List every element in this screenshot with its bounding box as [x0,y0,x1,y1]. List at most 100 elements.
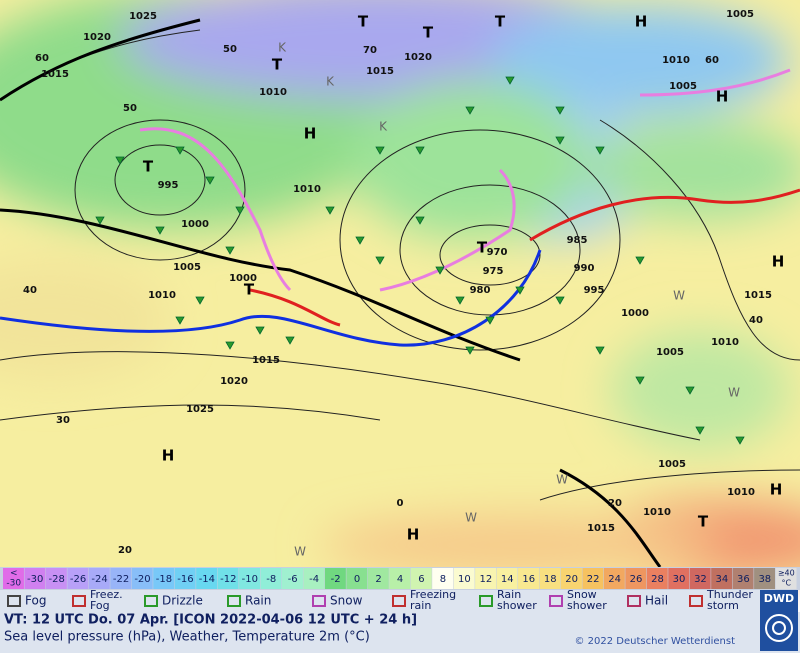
weather-symbol [155,226,165,235]
occluded-front [639,68,791,97]
colorbar-cell [389,568,411,589]
isobar-label: 985 [567,235,588,246]
colorbar-label: -4 [309,574,319,585]
legend: Fog Freez.Fog Drizzle Rain Snow FreezingrainR… [0,588,760,612]
pressure-center: T [272,56,283,74]
colorbar-label: -28 [48,574,64,585]
legend-label: Freez. [90,588,123,601]
weather-symbol [465,106,475,115]
isobar-label: 1020 [83,32,111,43]
weather-symbol [235,206,245,215]
pressure-center: H [772,253,785,271]
colorbar-cell [3,568,24,589]
colorbar-label: -24 [91,574,107,585]
weather-symbol [555,296,565,305]
legend-icon [479,595,493,607]
isobar-label: 1005 [726,9,754,20]
isobar-label: 1000 [181,219,209,230]
colorbar-label: 10 [458,574,471,585]
legend-label: shower [497,599,537,612]
legend-icon [144,595,158,607]
temperature-label: 30 [56,415,70,426]
copyright: © 2022 Deutscher Wetterdienst [574,636,735,647]
legend-icon [72,595,86,607]
legend-icon [689,595,703,607]
temperature-label: 70 [363,45,377,56]
colorbar-label: 12 [479,574,492,585]
isobar-label: 1015 [366,66,394,77]
occluded-front [379,168,516,292]
colorbar-cell [410,568,432,589]
warm-front [249,288,341,327]
temperature-label: 20 [118,545,132,556]
air-mass-letter: W [294,545,306,559]
colorbar-label: 30 [673,574,686,585]
colorbar-label: 8 [440,574,446,585]
pressure-center: H [162,447,175,465]
colorbar-cell [67,568,89,589]
temperature-label: 40 [23,285,37,296]
pressure-center: H [304,125,317,143]
isobar-label: 990 [574,263,595,274]
description: Sea level pressure (hPa), Weather, Tempe… [4,630,370,645]
colorbar-label: 28 [651,574,664,585]
temperature-label: 60 [35,53,49,64]
weather-symbol [375,146,385,155]
colorbar-cell [260,568,282,589]
colorbar-label: -22 [113,574,129,585]
colorbar-label: 2 [375,574,381,585]
colorbar-label: 18 [544,574,557,585]
colorbar-label: 22 [587,574,600,585]
colorbar-cell [324,568,346,589]
weather-symbol [685,386,695,395]
colorbar-cell [775,568,797,589]
colorbar-label: -12 [220,574,236,585]
legend-label: Fog [25,594,46,608]
pressure-center: T [244,281,255,299]
isobar-label: 1010 [293,184,321,195]
isobar-label: 1005 [658,459,686,470]
air-mass-letter: K [379,120,388,134]
valid-time: VT: 12 UTC Do. 07 Apr. [ICON 2022-04-06 … [4,613,417,628]
logo-text: DWD [764,592,794,605]
air-mass-letter: K [278,41,287,55]
colorbar-cell [732,568,754,589]
isobar-label: 1015 [252,355,280,366]
colorbar-cell [346,568,368,589]
weather-symbol [555,106,565,115]
map-labels: 1025 1020 1015 1010 1020 1015 1010 995 1000 1005 1… [23,9,784,559]
legend-label: Freezing [410,588,456,601]
isobar-label: 1015 [744,290,772,301]
air-mass-letter: W [556,473,568,487]
legend-label: Hail [645,594,668,608]
cold-front [0,249,542,347]
colorbar-label: 36 [737,574,750,585]
colorbar-label: -20 [134,574,150,585]
legend-icon [627,595,641,607]
colorbar-cell [711,568,733,589]
footer-background [0,612,800,653]
weather-symbol [595,146,605,155]
isobar-label: 1005 [669,81,697,92]
weather-symbol [115,156,125,165]
isobar-label: 1025 [186,404,214,415]
temperature-label: 60 [705,55,719,66]
colorbar-label: -6 [288,574,298,585]
pressure-center: T [358,13,369,31]
weather-symbol [555,136,565,145]
colorbar-label: -30 [6,579,21,589]
pressure-center: H [770,481,783,499]
colorbar-cell [539,568,561,589]
colorbar-label: 4 [397,574,403,585]
colorbar-label: 24 [608,574,621,585]
colorbar-cell [625,568,647,589]
legend-label: storm [707,599,739,612]
colorbar-cell [110,568,132,589]
weather-symbol [255,326,265,335]
colorbar-cell [432,568,454,589]
legend-icon [227,595,241,607]
pressure-center: T [423,24,434,42]
weather-symbol [225,246,235,255]
weather-symbol [595,346,605,355]
